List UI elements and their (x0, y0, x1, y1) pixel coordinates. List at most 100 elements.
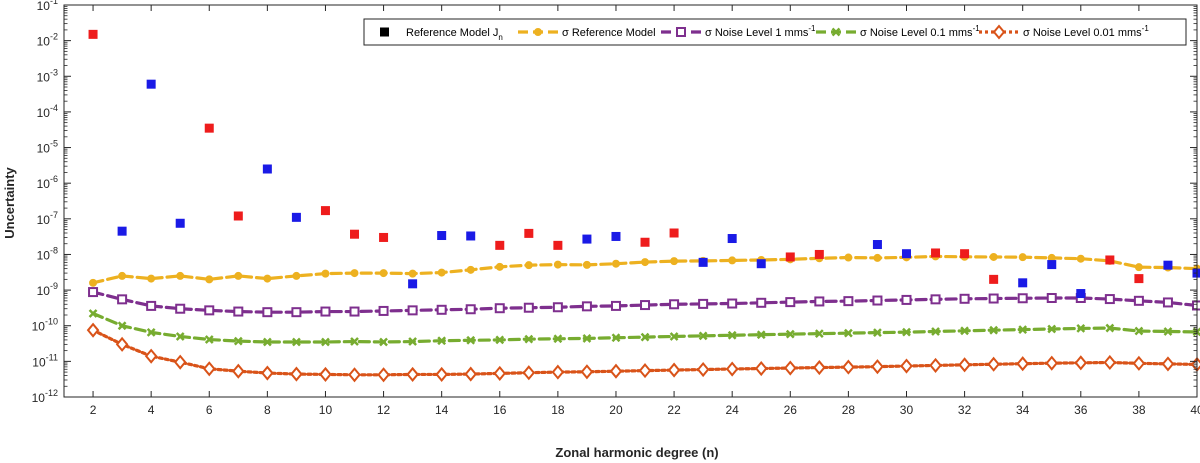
series-point-1-n11 (349, 306, 360, 317)
y-tick-label--12: 10-12 (32, 388, 58, 405)
x-tick-label-26: 26 (784, 403, 798, 417)
ref-point-n7 (233, 211, 243, 221)
series-point-3-n39 (1161, 356, 1175, 372)
series-point-2-n4 (146, 328, 156, 337)
series-point-3-n25 (754, 360, 768, 377)
series-point-2-n10 (321, 337, 330, 347)
y-tick-label--2: 10-2 (37, 32, 58, 49)
ref-point-n2 (88, 29, 98, 39)
x-tick-label-34: 34 (1016, 403, 1030, 417)
series-point-2-n6 (204, 335, 214, 344)
series-point-0-n3 (118, 271, 127, 280)
series-point-2-n24 (727, 330, 737, 340)
series-point-0-n17 (524, 261, 533, 270)
series-point-3-n35 (1045, 355, 1059, 371)
series-point-1-n6 (204, 305, 215, 316)
x-tick-label-36: 36 (1074, 403, 1088, 417)
ref-point-n38 (1134, 274, 1144, 284)
series-point-2-n8 (262, 337, 272, 347)
series-point-3-n4 (144, 348, 158, 364)
ref-point-n9 (291, 212, 301, 222)
series-point-2-n13 (408, 337, 417, 346)
series-point-3-n15 (464, 366, 478, 382)
ref-point-n4 (146, 79, 156, 89)
series-point-1-n17 (523, 302, 534, 313)
ref-point-n22 (669, 228, 679, 238)
series-point-3-n31 (929, 357, 942, 373)
ref-point-n25 (756, 259, 766, 269)
y-tick-label--8: 10-8 (37, 245, 58, 262)
series-point-3-n24 (725, 361, 739, 377)
x-tick-label-4: 4 (148, 403, 155, 417)
ref-point-n36 (1076, 289, 1086, 299)
ref-point-n19 (582, 234, 592, 244)
ref-point-n35 (1047, 260, 1057, 270)
series-point-2-n15 (466, 335, 476, 345)
series-point-0-n10 (321, 269, 330, 278)
series-point-1-n28 (843, 296, 854, 307)
x-tick-label-30: 30 (900, 403, 914, 417)
x-tick-label-8: 8 (264, 403, 271, 417)
series-point-2-n2 (88, 309, 98, 318)
series-point-1-n20 (610, 300, 621, 311)
series-point-1-n22 (669, 299, 680, 310)
y-tick-label--4: 10-4 (37, 103, 58, 120)
series-point-1-n34 (1017, 293, 1028, 304)
ref-point-n23 (698, 257, 708, 267)
legend-label-2: σ Noise Level 0.1 mms-1 (860, 24, 980, 39)
series-point-1-n38 (1133, 295, 1144, 306)
series-point-0-n36 (1076, 254, 1085, 263)
x-tick-label-18: 18 (551, 403, 565, 417)
ref-point-n12 (379, 232, 389, 242)
series-layer (86, 252, 1200, 383)
series-point-0-n18 (553, 260, 562, 269)
legend: Reference Model Jn σ Reference Model σ Noi… (363, 18, 1187, 46)
y-tick-label--3: 10-3 (37, 67, 58, 84)
series-point-1-n19 (581, 301, 592, 312)
series-point-3-n11 (348, 367, 361, 383)
series-point-2-n11 (350, 337, 359, 346)
series-point-2-n18 (553, 334, 563, 344)
series-point-2-n25 (756, 330, 766, 340)
series-point-1-n15 (465, 304, 476, 315)
series-point-3-n32 (958, 357, 971, 373)
series-point-2-n38 (1134, 326, 1144, 336)
series-point-3-n18 (551, 364, 565, 380)
ref-point-n17 (524, 228, 534, 238)
series-point-3-n27 (813, 359, 826, 376)
legend-box (363, 18, 1187, 46)
ref-point-n29 (872, 240, 882, 250)
series-point-3-n21 (638, 363, 652, 379)
series-point-3-n34 (1016, 356, 1029, 372)
series-point-3-n17 (522, 365, 536, 381)
x-tick-label-14: 14 (435, 403, 449, 417)
series-point-0-n29 (873, 253, 882, 262)
series-point-2-n29 (873, 328, 882, 338)
series-point-1-n35 (1046, 292, 1057, 303)
legend-marker-3 (992, 24, 1006, 40)
series-point-3-n6 (202, 361, 216, 377)
series-point-0-n12 (379, 269, 388, 278)
series-point-3-n38 (1132, 355, 1146, 371)
series-point-3-n9 (290, 366, 303, 382)
ref-point-n39 (1163, 260, 1173, 270)
series-point-2-n28 (844, 328, 853, 338)
series-point-0-n34 (1018, 253, 1027, 262)
series-point-0-n22 (670, 257, 679, 266)
series-point-0-n16 (495, 262, 504, 271)
x-tick-label-12: 12 (377, 403, 391, 417)
plot-area (64, 5, 1197, 397)
series-point-0-n2 (89, 278, 98, 287)
legend-reference-marker (380, 27, 389, 37)
series-point-1-n8 (262, 307, 273, 318)
series-point-3-n10 (319, 366, 332, 382)
series-point-0-n11 (350, 269, 359, 278)
series-point-3-n28 (842, 359, 855, 375)
y-tick-label--9: 10-9 (37, 281, 58, 298)
plot-background (64, 5, 1197, 397)
x-axis-title: Zonal harmonic degree (n) (555, 445, 718, 460)
series-point-3-n2 (86, 322, 100, 338)
ref-point-n37 (1105, 255, 1115, 265)
series-3 (86, 322, 1200, 383)
legend-entry-1: σ Noise Level 1 mms-1 (661, 24, 816, 39)
